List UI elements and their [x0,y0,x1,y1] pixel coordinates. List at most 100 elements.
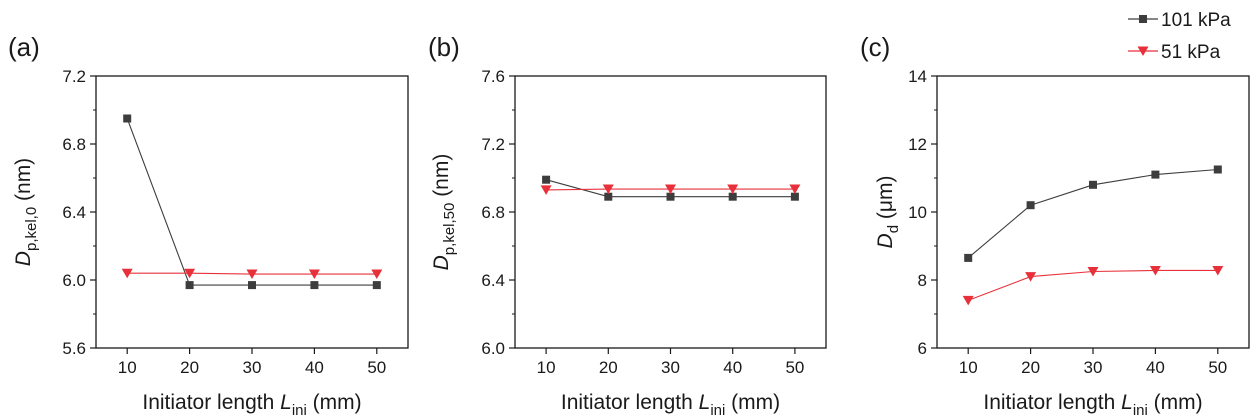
x-tick-label: 50 [785,358,804,377]
plot-frame [514,75,827,349]
x-tick-label: 30 [1084,358,1103,377]
data-point-51kpa [789,184,801,195]
y-tick-label: 6.4 [481,271,505,290]
legend: 101 kPa 51 kPa [1128,10,1231,63]
data-point-101kpa [123,114,132,123]
data-point-51kpa [1149,265,1161,276]
y-axis-title-subscript: p,kel,50 [441,203,458,256]
x-tick-label: 40 [1146,358,1165,377]
x-tick-label: 20 [180,358,199,377]
data-point-51kpa [308,269,320,280]
y-axis-title-variable: D [874,233,897,248]
plot-frame [936,75,1250,349]
x-tick-label: 50 [367,358,386,377]
y-axis-title-unit: (μm) [874,176,897,225]
data-point-51kpa [246,269,258,280]
y-tick-label: 14 [908,67,927,86]
chart-panel-1: (b) 10 20 30 40 50 6.0 6.4 6.8 7.2 7.6 Initiator le… [428,32,827,419]
data-point-101kpa [964,253,973,262]
data-point-51kpa [602,184,614,195]
data-point-51kpa [184,268,196,279]
x-axis-title-unit: (mm) [1148,391,1203,414]
y-tick-label: 7.2 [62,67,86,86]
x-tick-label: 10 [118,358,137,377]
y-tick-label: 7.2 [481,135,505,154]
x-axis-title-subscript: ini [292,402,307,419]
y-tick-label: 7.6 [481,67,505,86]
y-axis-title-subscript: d [885,225,902,233]
x-tick-label: 40 [305,358,324,377]
x-axis-title: Initiator length Lini (mm) [983,391,1202,419]
x-axis-title-subscript: ini [1133,402,1148,419]
y-axis-title: Dd (μm) [874,176,902,249]
y-axis-title: Dp,kel,0 (nm) [12,158,40,266]
x-axis-title-subscript: ini [710,402,725,419]
y-tick-label: 6.8 [62,135,86,154]
data-point-51kpa [121,268,133,279]
x-axis-title-text: Initiator length [142,391,280,414]
x-axis-title: Initiator length Lini (mm) [142,391,361,419]
y-tick-label: 6.4 [62,203,86,222]
x-axis-title-text: Initiator length [983,391,1121,414]
x-axis-title-text: Initiator length [561,391,699,414]
y-axis-title-unit: (nm) [430,154,453,203]
data-point-101kpa [790,192,799,201]
panel-label: (c) [860,32,890,62]
data-point-101kpa [666,192,675,201]
y-tick-label: 5.6 [62,339,86,358]
y-axis-title-unit: (nm) [12,158,35,207]
x-tick-label: 10 [959,358,978,377]
series-line-101kpa [126,118,377,286]
legend-label: 101 kPa [1161,10,1231,31]
y-tick-label: 12 [908,135,927,154]
data-point-51kpa [727,184,739,195]
x-tick-label: 40 [723,358,742,377]
y-axis-title-subscript: p,kel,0 [23,207,40,251]
y-tick-label: 6.0 [62,271,86,290]
chart-panel-0: (a) 10 20 30 40 50 5.6 6.0 6.4 6.8 7.2 Initiator le… [8,32,409,419]
x-axis-title-variable: L [280,391,292,414]
x-tick-label: 50 [1208,358,1227,377]
data-point-101kpa [604,192,613,201]
data-point-51kpa [1025,272,1037,282]
x-tick-label: 30 [243,358,262,377]
data-point-101kpa [185,281,194,290]
x-axis-title-unit: (mm) [725,391,780,414]
data-point-101kpa [1213,165,1222,174]
chart-panel-2: (c) 10 20 30 40 50 6 8 10 12 14 Initiator length Li… [860,32,1250,419]
data-point-51kpa [540,185,552,195]
data-point-101kpa [1089,180,1097,189]
x-tick-label: 20 [599,358,618,377]
y-axis-title: Dp,kel,50 (nm) [430,154,458,271]
data-point-101kpa [728,192,737,201]
panel-label: (b) [428,32,460,62]
legend-marker [1139,15,1147,23]
data-point-51kpa [665,184,676,195]
y-axis-title-variable: D [430,255,453,270]
x-tick-label: 10 [537,358,556,377]
data-point-101kpa [1026,201,1035,210]
x-axis-title-unit: (mm) [307,391,362,414]
legend-label: 51 kPa [1161,42,1221,63]
y-tick-label: 6.8 [481,203,505,222]
data-point-101kpa [542,175,551,184]
legend-marker [1137,46,1149,56]
data-point-51kpa [371,269,383,280]
data-point-101kpa [372,281,381,290]
data-point-51kpa [962,295,974,306]
x-axis-title-variable: L [1121,391,1133,414]
y-axis-title-variable: D [12,251,35,266]
data-point-101kpa [1151,170,1160,179]
x-axis-title: Initiator length Lini (mm) [561,391,780,419]
y-tick-label: 6 [918,339,927,358]
data-point-101kpa [248,281,256,290]
data-point-101kpa [310,281,319,290]
x-tick-label: 20 [1021,358,1040,377]
plot-frame [95,75,409,349]
y-tick-label: 10 [908,203,927,222]
y-tick-label: 8 [918,271,927,290]
data-point-51kpa [1087,267,1099,277]
y-tick-label: 6.0 [481,339,505,358]
x-axis-title-variable: L [699,391,711,414]
